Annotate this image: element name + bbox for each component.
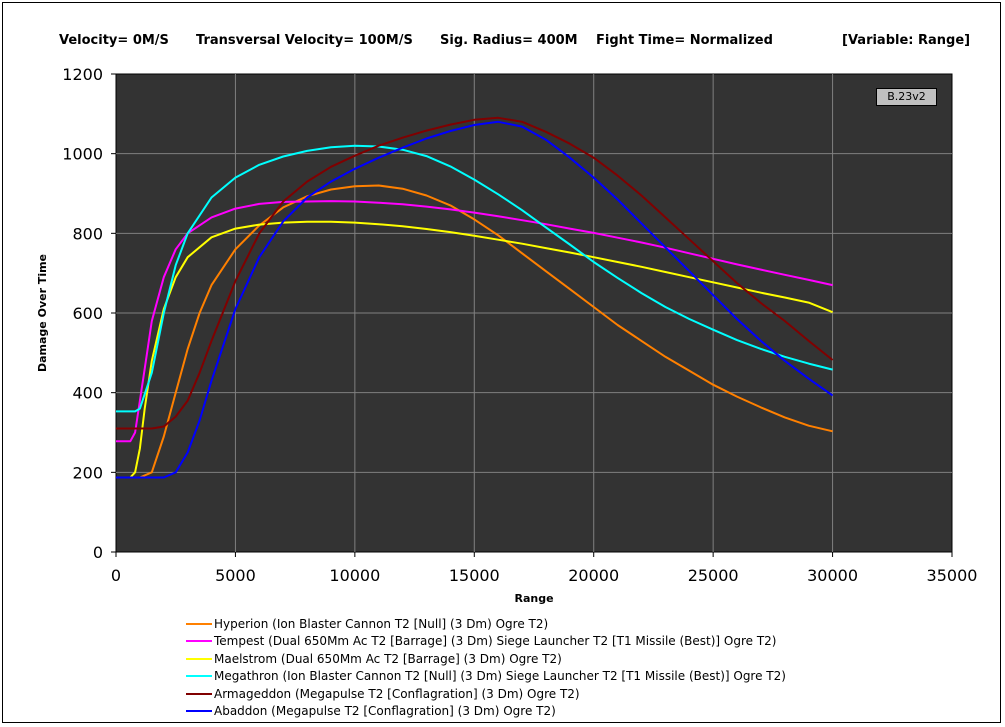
y-tick-label: 200: [72, 463, 103, 482]
y-tick-label: 800: [72, 224, 103, 243]
legend-swatch: [186, 657, 212, 660]
legend-item: Armageddon (Megapulse T2 [Conflagration]…: [186, 685, 786, 703]
legend-swatch: [186, 675, 212, 678]
legend-label: Armageddon (Megapulse T2 [Conflagration]…: [214, 686, 580, 701]
legend-swatch: [186, 640, 212, 643]
y-tick-label: 400: [72, 384, 103, 403]
x-tick-label: 25000: [688, 566, 739, 585]
variable-label: [Variable: Range]: [842, 33, 971, 48]
legend-item: Hyperion (Ion Blaster Cannon T2 [Null] (…: [186, 615, 786, 633]
legend-label: Megathron (Ion Blaster Cannon T2 [Null] …: [214, 669, 786, 684]
legend-label: Hyperion (Ion Blaster Cannon T2 [Null] (…: [214, 616, 549, 631]
y-tick-label: 1000: [62, 145, 103, 164]
legend-item: Abaddon (Megapulse T2 [Conflagration] (3…: [186, 703, 786, 721]
legend-swatch: [186, 710, 212, 713]
gridlines: [116, 74, 952, 552]
series-line-2: [116, 220, 833, 479]
series-line-5: [116, 120, 834, 479]
legend-label: Tempest (Dual 650Mm Ac T2 [Barrage] (3 D…: [214, 634, 777, 649]
x-tick-label: 10000: [329, 566, 380, 585]
legend-label: Maelstrom (Dual 650Mm Ac T2 [Barrage] (3…: [214, 651, 562, 666]
x-axis-title: Range: [514, 592, 553, 605]
legend-item: Maelstrom (Dual 650Mm Ac T2 [Barrage] (3…: [186, 650, 786, 668]
version-badge: B.23v2: [876, 88, 937, 106]
y-tick-label: 1200: [62, 65, 103, 84]
legend-item: Tempest (Dual 650Mm Ac T2 [Barrage] (3 D…: [186, 633, 786, 651]
velocity-label: Velocity= 0M/S: [59, 33, 169, 48]
series-line-0: [116, 184, 833, 479]
series-line-3: [116, 144, 833, 413]
x-tick-label: 20000: [568, 566, 619, 585]
y-axis-ticks: 0 200 400 600 800 1000 1200: [62, 65, 116, 562]
x-tick-label: 35000: [927, 566, 978, 585]
x-tick-label: 0: [111, 566, 121, 585]
signature-radius-label: Sig. Radius= 400M: [440, 33, 578, 48]
series-lines: [116, 116, 834, 479]
x-axis-ticks: 0 5000 10000 15000 20000 25000 30000 35000: [111, 552, 978, 585]
legend-swatch: [186, 622, 212, 625]
x-tick-label: 30000: [807, 566, 858, 585]
legend-label: Abaddon (Megapulse T2 [Conflagration] (3…: [214, 704, 556, 719]
transversal-velocity-label: Transversal Velocity= 100M/S: [196, 33, 413, 48]
legend-item: Megathron (Ion Blaster Cannon T2 [Null] …: [186, 668, 786, 686]
y-tick-label: 600: [72, 304, 103, 323]
x-tick-label: 15000: [449, 566, 500, 585]
chart-header: Velocity= 0M/S Transversal Velocity= 100…: [0, 33, 1005, 51]
y-tick-label: 0: [93, 543, 103, 562]
legend: Hyperion (Ion Blaster Cannon T2 [Null] (…: [186, 615, 786, 720]
series-line-4: [116, 116, 834, 430]
y-axis-title: Damage Over Time: [36, 254, 49, 372]
legend-swatch: [186, 692, 212, 695]
fight-time-label: Fight Time= Normalized: [596, 33, 773, 48]
x-tick-label: 5000: [215, 566, 256, 585]
series-line-1: [116, 200, 833, 443]
